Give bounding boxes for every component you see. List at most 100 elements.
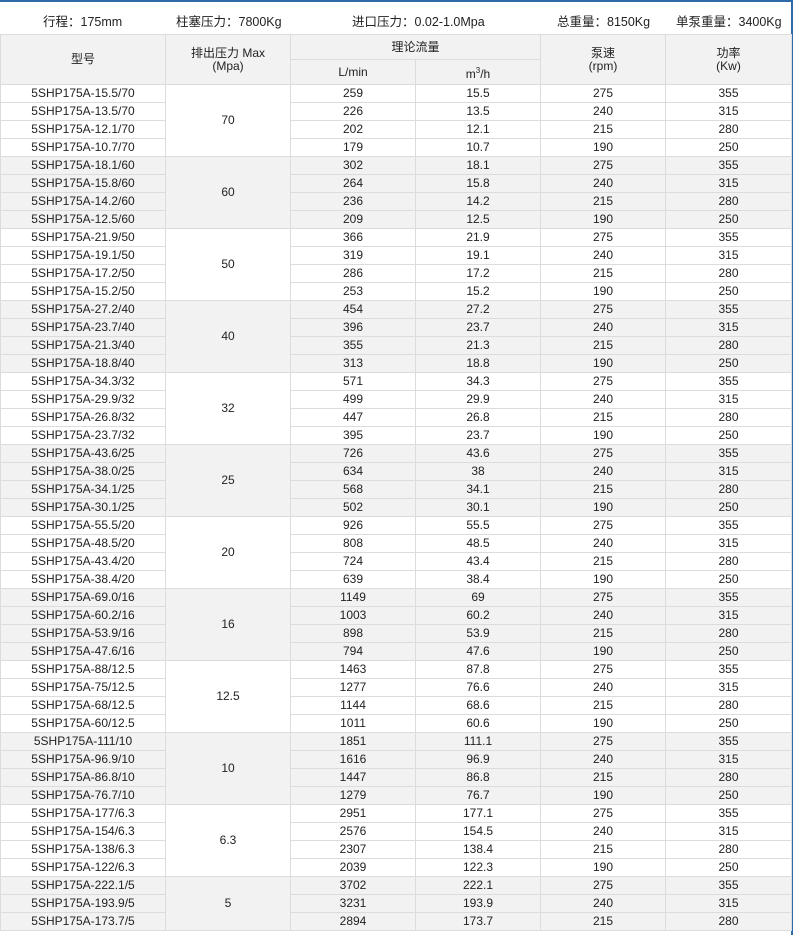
power-cell: 280 [665,120,793,139]
power-cell: 355 [665,876,793,895]
speed-cell: 215 [540,912,667,931]
flow-m3h-cell: 12.5 [414,210,542,229]
power-cell: 280 [665,840,793,859]
speed-cell: 240 [540,246,667,265]
table-row: 5SHP175A-60.2/16 1003 60.2 240 315 [0,606,793,625]
flow-m3h-cell: 47.6 [414,642,542,661]
flow-m3h-cell: 43.6 [414,444,542,463]
model-cell: 5SHP175A-76.7/10 [0,786,166,805]
flow-m3h-cell: 87.8 [414,660,542,679]
model-cell: 5SHP175A-13.5/70 [0,102,166,121]
model-cell: 5SHP175A-15.5/70 [0,84,166,103]
table-row: 5SHP175A-76.7/10 1279 76.7 190 250 [0,786,793,805]
power-cell: 280 [665,408,793,427]
header-flow: 理论流量 [289,34,542,60]
flow-lmin-cell: 1003 [290,606,416,625]
power-cell: 280 [665,624,793,643]
speed-cell: 240 [540,102,667,121]
flow-m3h-cell: 12.1 [414,120,542,139]
speed-cell: 190 [540,138,667,157]
table-row: 5SHP175A-47.6/16 794 47.6 190 250 [0,642,793,661]
flow-m3h-cell: 13.5 [414,102,542,121]
table-row: 5SHP175A-86.8/10 1447 86.8 215 280 [0,768,793,787]
flow-lmin-cell: 3231 [290,894,416,913]
speed-cell: 275 [540,228,667,247]
plunger-load-info: 柱塞压力：7800Kg [176,15,282,29]
flow-lmin-cell: 726 [290,444,416,463]
flow-lmin-cell: 1447 [290,768,416,787]
power-cell: 315 [665,606,793,625]
speed-cell: 215 [540,768,667,787]
table-row: 5SHP175A-12.1/70 202 12.1 215 280 [0,120,793,139]
model-cell: 5SHP175A-12.1/70 [0,120,166,139]
model-cell: 5SHP175A-138/6.3 [0,840,166,859]
flow-lmin-cell: 2307 [290,840,416,859]
flow-m3h-cell: 17.2 [414,264,542,283]
flow-m3h-cell: 55.5 [414,516,542,535]
power-cell: 280 [665,336,793,355]
table-row: 5SHP175A-193.9/5 3231 193.9 240 315 [0,894,793,913]
pressure-cell: 12.5 [165,660,291,733]
speed-cell: 215 [540,696,667,715]
table-row: 5SHP175A-26.8/32 447 26.8 215 280 [0,408,793,427]
speed-cell: 275 [540,372,667,391]
flow-lmin-cell: 1279 [290,786,416,805]
table-row: 5SHP175A-23.7/40 396 23.7 240 315 [0,318,793,337]
flow-m3h-cell: 34.3 [414,372,542,391]
model-cell: 5SHP175A-38.4/20 [0,570,166,589]
pressure-cell: 25 [165,444,291,517]
model-cell: 5SHP175A-15.8/60 [0,174,166,193]
flow-lmin-cell: 1463 [290,660,416,679]
flow-lmin-cell: 2951 [290,804,416,823]
flow-m3h-cell: 38 [414,462,542,481]
flow-lmin-cell: 571 [290,372,416,391]
flow-lmin-cell: 1616 [290,750,416,769]
flow-lmin-cell: 2576 [290,822,416,841]
flow-m3h-cell: 18.1 [414,156,542,175]
table-row: 5SHP175A-34.1/25 568 34.1 215 280 [0,480,793,499]
header-flow-lmin: L/min [290,59,416,85]
power-cell: 355 [665,84,793,103]
model-cell: 5SHP175A-47.6/16 [0,642,166,661]
table-row: 5SHP175A-34.3/32 32 571 34.3 275 355 [0,372,793,445]
spec-summary-bar: 行程：175mm 柱塞压力：7800Kg 进口压力：0.02-1.0Mpa 总重… [0,2,793,34]
pressure-cell: 20 [165,516,291,589]
power-cell: 315 [665,318,793,337]
model-cell: 5SHP175A-18.8/40 [0,354,166,373]
speed-cell: 240 [540,534,667,553]
power-cell: 355 [665,732,793,751]
inlet-pressure-info: 进口压力：0.02-1.0Mpa [352,15,485,29]
flow-m3h-cell: 15.5 [414,84,542,103]
flow-m3h-cell: 43.4 [414,552,542,571]
model-cell: 5SHP175A-23.7/40 [0,318,166,337]
speed-cell: 215 [540,120,667,139]
power-cell: 250 [665,858,793,877]
power-cell: 355 [665,660,793,679]
speed-cell: 275 [540,732,667,751]
flow-m3h-cell: 34.1 [414,480,542,499]
power-cell: 315 [665,246,793,265]
power-cell: 250 [665,282,793,301]
speed-cell: 215 [540,624,667,643]
power-cell: 355 [665,588,793,607]
flow-lmin-cell: 808 [290,534,416,553]
power-cell: 250 [665,138,793,157]
power-cell: 250 [665,426,793,445]
power-cell: 355 [665,804,793,823]
model-cell: 5SHP175A-12.5/60 [0,210,166,229]
flow-lmin-cell: 502 [290,498,416,517]
speed-cell: 275 [540,300,667,319]
model-cell: 5SHP175A-14.2/60 [0,192,166,211]
power-cell: 355 [665,228,793,247]
table-row: 5SHP175A-75/12.5 1277 76.6 240 315 [0,678,793,697]
power-cell: 280 [665,552,793,571]
speed-cell: 215 [540,552,667,571]
flow-lmin-cell: 1011 [290,714,416,733]
table-row: 5SHP175A-122/6.3 2039 122.3 190 250 [0,858,793,877]
speed-cell: 190 [540,210,667,229]
pressure-cell: 50 [165,228,291,301]
model-cell: 5SHP175A-55.5/20 [0,516,166,535]
flow-lmin-cell: 634 [290,462,416,481]
flow-m3h-cell: 48.5 [414,534,542,553]
table-row: 5SHP175A-138/6.3 2307 138.4 215 280 [0,840,793,859]
